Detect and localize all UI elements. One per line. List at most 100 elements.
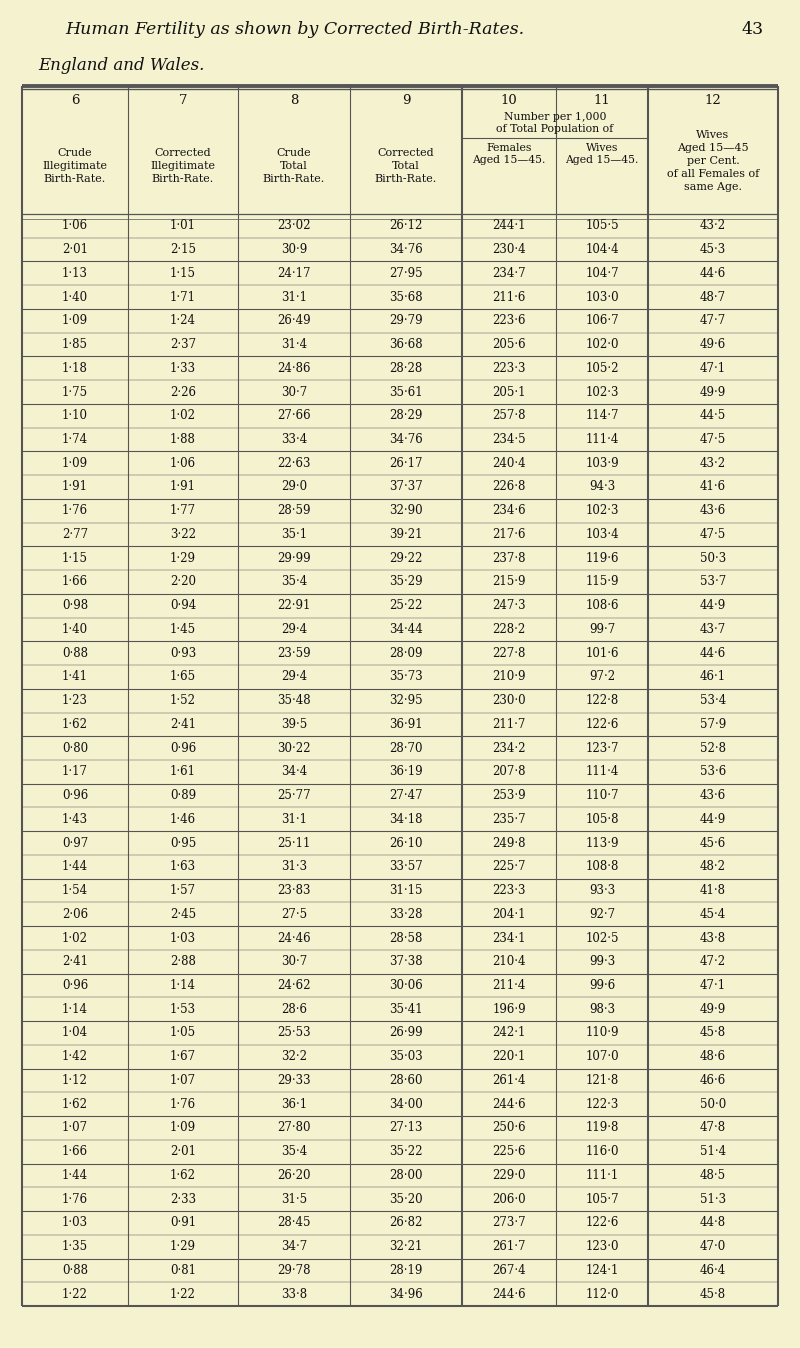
Text: 28·09: 28·09	[390, 647, 422, 659]
Text: 43: 43	[742, 22, 764, 39]
Text: of all Females of: of all Females of	[667, 168, 759, 179]
Text: 47·5: 47·5	[700, 433, 726, 446]
Text: 1·15: 1·15	[170, 267, 196, 280]
Text: 45·8: 45·8	[700, 1287, 726, 1301]
Text: 234·7: 234·7	[492, 267, 526, 280]
Text: Crude: Crude	[277, 148, 311, 158]
Text: 1·85: 1·85	[62, 338, 88, 350]
Text: 25·11: 25·11	[278, 837, 310, 849]
Text: 36·1: 36·1	[281, 1097, 307, 1111]
Text: 44·9: 44·9	[700, 813, 726, 826]
Text: 23·83: 23·83	[278, 884, 310, 896]
Text: 29·78: 29·78	[278, 1264, 310, 1277]
Text: 205·6: 205·6	[492, 338, 526, 350]
Text: Total: Total	[280, 160, 308, 171]
Text: 122·6: 122·6	[586, 718, 618, 731]
Text: 29·79: 29·79	[389, 314, 423, 328]
Text: 27·95: 27·95	[389, 267, 423, 280]
Text: 2·41: 2·41	[170, 718, 196, 731]
Text: 24·46: 24·46	[277, 931, 311, 945]
Text: 43·7: 43·7	[700, 623, 726, 636]
Text: 229·0: 229·0	[492, 1169, 526, 1182]
Text: 1·09: 1·09	[170, 1122, 196, 1135]
Text: 35·4: 35·4	[281, 1146, 307, 1158]
Text: 29·99: 29·99	[277, 551, 311, 565]
Text: 0·89: 0·89	[170, 789, 196, 802]
Text: 28·58: 28·58	[390, 931, 422, 945]
Text: 32·95: 32·95	[389, 694, 423, 708]
Text: 47·8: 47·8	[700, 1122, 726, 1135]
Text: 31·1: 31·1	[281, 813, 307, 826]
Text: 92·7: 92·7	[589, 907, 615, 921]
Text: 119·8: 119·8	[586, 1122, 618, 1135]
Text: 1·06: 1·06	[62, 220, 88, 232]
Text: 37·37: 37·37	[389, 480, 423, 493]
Text: 34·7: 34·7	[281, 1240, 307, 1254]
Text: Wives: Wives	[696, 129, 730, 140]
Text: 107·0: 107·0	[585, 1050, 619, 1064]
Text: 45·8: 45·8	[700, 1026, 726, 1039]
Text: 97·2: 97·2	[589, 670, 615, 683]
Text: 104·7: 104·7	[585, 267, 619, 280]
Text: 108·6: 108·6	[586, 600, 618, 612]
Text: 53·6: 53·6	[700, 766, 726, 778]
Text: 211·7: 211·7	[492, 718, 526, 731]
Text: Number per 1,000: Number per 1,000	[504, 112, 606, 123]
Text: 35·29: 35·29	[389, 576, 423, 589]
Text: 1·91: 1·91	[62, 480, 88, 493]
Text: 34·4: 34·4	[281, 766, 307, 778]
Text: 23·02: 23·02	[278, 220, 310, 232]
Text: 1·62: 1·62	[62, 1097, 88, 1111]
Text: 1·77: 1·77	[170, 504, 196, 518]
Text: 105·2: 105·2	[586, 361, 618, 375]
Text: 1·65: 1·65	[170, 670, 196, 683]
Text: 1·09: 1·09	[62, 457, 88, 469]
Text: 35·61: 35·61	[389, 386, 423, 399]
Text: 1·22: 1·22	[62, 1287, 88, 1301]
Text: 47·1: 47·1	[700, 361, 726, 375]
Text: 230·0: 230·0	[492, 694, 526, 708]
Text: 9: 9	[402, 93, 410, 106]
Text: 116·0: 116·0	[586, 1146, 618, 1158]
Text: 234·6: 234·6	[492, 504, 526, 518]
Text: 2·33: 2·33	[170, 1193, 196, 1205]
Text: 1·71: 1·71	[170, 291, 196, 303]
Text: 196·9: 196·9	[492, 1003, 526, 1016]
Text: 48·2: 48·2	[700, 860, 726, 874]
Text: 0·95: 0·95	[170, 837, 196, 849]
Text: 1·74: 1·74	[62, 433, 88, 446]
Text: 99·3: 99·3	[589, 956, 615, 968]
Text: 1·54: 1·54	[62, 884, 88, 896]
Text: 121·8: 121·8	[586, 1074, 618, 1086]
Text: 261·7: 261·7	[492, 1240, 526, 1254]
Text: 1·02: 1·02	[62, 931, 88, 945]
Text: 26·99: 26·99	[389, 1026, 423, 1039]
Text: 51·3: 51·3	[700, 1193, 726, 1205]
Text: 0·94: 0·94	[170, 600, 196, 612]
Text: 43·2: 43·2	[700, 457, 726, 469]
Text: Birth-Rate.: Birth-Rate.	[44, 174, 106, 183]
Text: 35·68: 35·68	[389, 291, 423, 303]
Text: 211·6: 211·6	[492, 291, 526, 303]
Text: 261·4: 261·4	[492, 1074, 526, 1086]
Text: 1·15: 1·15	[62, 551, 88, 565]
Text: 31·1: 31·1	[281, 291, 307, 303]
Text: Aged 15—45.: Aged 15—45.	[566, 155, 638, 164]
Text: 46·6: 46·6	[700, 1074, 726, 1086]
Text: 1·33: 1·33	[170, 361, 196, 375]
Text: England and Wales.: England and Wales.	[38, 57, 204, 74]
Text: 1·53: 1·53	[170, 1003, 196, 1016]
Text: 10: 10	[501, 93, 518, 106]
Text: 220·1: 220·1	[492, 1050, 526, 1064]
Text: 35·4: 35·4	[281, 576, 307, 589]
Text: 1·67: 1·67	[170, 1050, 196, 1064]
Text: 235·7: 235·7	[492, 813, 526, 826]
Text: 46·1: 46·1	[700, 670, 726, 683]
Text: 34·00: 34·00	[389, 1097, 423, 1111]
Text: 1·14: 1·14	[62, 1003, 88, 1016]
Text: 210·9: 210·9	[492, 670, 526, 683]
Text: 51·4: 51·4	[700, 1146, 726, 1158]
Text: 31·3: 31·3	[281, 860, 307, 874]
Text: 2·06: 2·06	[62, 907, 88, 921]
Text: 2·26: 2·26	[170, 386, 196, 399]
